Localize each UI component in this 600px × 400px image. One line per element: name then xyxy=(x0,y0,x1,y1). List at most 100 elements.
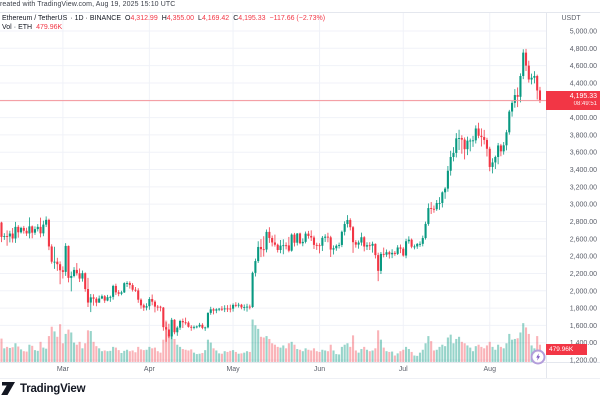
candle-body xyxy=(78,273,81,279)
minds-bubble-icon[interactable] xyxy=(530,349,546,365)
exchange-label[interactable]: BINANCE xyxy=(89,15,122,22)
candle-body xyxy=(162,307,165,328)
candle-body xyxy=(421,238,424,244)
volume-bar xyxy=(123,350,126,362)
volume-bar xyxy=(382,347,385,362)
price-tick-label: 2,400.00 xyxy=(570,254,597,261)
candle-body xyxy=(427,208,430,224)
price-scale[interactable] xyxy=(546,12,600,362)
candle-body xyxy=(416,243,419,247)
tradingview-logo[interactable]: TradingView xyxy=(0,381,86,397)
volume-bar xyxy=(385,351,388,362)
volume-bar xyxy=(285,348,288,362)
candle-body xyxy=(405,241,408,256)
volume-bar xyxy=(432,350,435,362)
volume-bar xyxy=(399,351,402,362)
volume-bar xyxy=(187,350,190,362)
candle-body xyxy=(61,270,64,272)
volume-bar xyxy=(491,346,494,362)
symbol-title[interactable]: Ethereum / TetherUS xyxy=(2,15,68,22)
month-label: Jun xyxy=(314,366,325,373)
price-tick-label: 4,800.00 xyxy=(570,46,597,53)
candle-body xyxy=(271,237,274,243)
candle-body xyxy=(95,298,98,303)
volume-bar xyxy=(195,354,198,362)
candle-body xyxy=(123,283,126,293)
candle-body xyxy=(474,128,477,141)
interval-label[interactable]: 1D xyxy=(74,15,84,22)
volume-bar xyxy=(516,338,519,362)
volume-bar xyxy=(61,343,64,362)
candle-body xyxy=(232,304,235,309)
candle-body xyxy=(153,301,156,307)
volume-bar xyxy=(117,350,120,362)
volume-bar xyxy=(131,350,134,362)
volume-bar xyxy=(483,348,486,362)
candle-body xyxy=(254,261,257,273)
volume-bar xyxy=(92,341,95,362)
candle-body xyxy=(273,242,276,245)
candle-body xyxy=(340,231,343,245)
candle-body xyxy=(407,239,410,242)
candle-body xyxy=(304,233,307,242)
volume-bar xyxy=(508,333,511,362)
candle-body xyxy=(187,322,190,327)
candle-body xyxy=(237,304,240,306)
volume-bar xyxy=(139,349,143,362)
candle-body xyxy=(86,289,90,303)
candle-body xyxy=(190,326,193,328)
volume-bar xyxy=(402,349,405,362)
volume-bar xyxy=(50,326,53,362)
volume-bar xyxy=(59,324,62,362)
candle-body xyxy=(50,246,53,262)
candle-body xyxy=(388,252,391,255)
volume-row[interactable]: Vol · ETH 479.96K xyxy=(2,23,325,32)
candle-body xyxy=(131,285,134,290)
price-tick-label: 4,000.00 xyxy=(570,115,597,122)
candle-body xyxy=(502,145,505,152)
candle-body xyxy=(201,324,204,328)
volume-bar xyxy=(273,344,276,362)
symbol-row[interactable]: Ethereum / TetherUS · 1D · BINANCE O4,312.99 H… xyxy=(2,14,325,23)
candle-body xyxy=(516,95,519,97)
candle-body xyxy=(112,285,115,297)
volume-bar xyxy=(254,325,257,362)
candle-body xyxy=(98,298,101,303)
volume-bar xyxy=(446,337,449,362)
candle-body xyxy=(332,248,335,250)
volume-bar xyxy=(262,337,265,362)
volume-bar xyxy=(6,346,9,362)
candle-body xyxy=(452,152,455,157)
volume-bar xyxy=(22,351,25,362)
volume-bar xyxy=(335,354,338,362)
volume-bar xyxy=(184,349,187,362)
candle-body xyxy=(444,188,447,193)
volume-bar xyxy=(218,353,221,362)
volume-bar xyxy=(466,345,469,362)
volume-bar xyxy=(477,344,480,362)
volume-bar xyxy=(137,346,140,362)
volume-bar xyxy=(33,350,37,362)
volume-bar xyxy=(391,351,394,362)
candle-body xyxy=(22,227,25,231)
candle-body xyxy=(100,296,103,299)
time-scale[interactable] xyxy=(0,362,546,378)
price-tick-label: 4,400.00 xyxy=(570,80,597,87)
volume-bar xyxy=(396,353,399,362)
candle-body xyxy=(310,235,313,238)
candle-body xyxy=(485,139,489,149)
volume-bar xyxy=(3,348,6,362)
volume-bar xyxy=(497,344,500,362)
candle-body xyxy=(374,243,377,256)
volume-bar xyxy=(310,350,313,362)
candle-body xyxy=(156,306,159,308)
volume-bar xyxy=(45,348,48,362)
volume-bar xyxy=(469,347,472,362)
volume-bar xyxy=(53,331,56,362)
volume-bar xyxy=(237,353,240,362)
volume-bar xyxy=(36,350,39,362)
candle-body xyxy=(19,227,23,233)
candle-body xyxy=(215,309,218,311)
candle-body xyxy=(117,292,120,294)
